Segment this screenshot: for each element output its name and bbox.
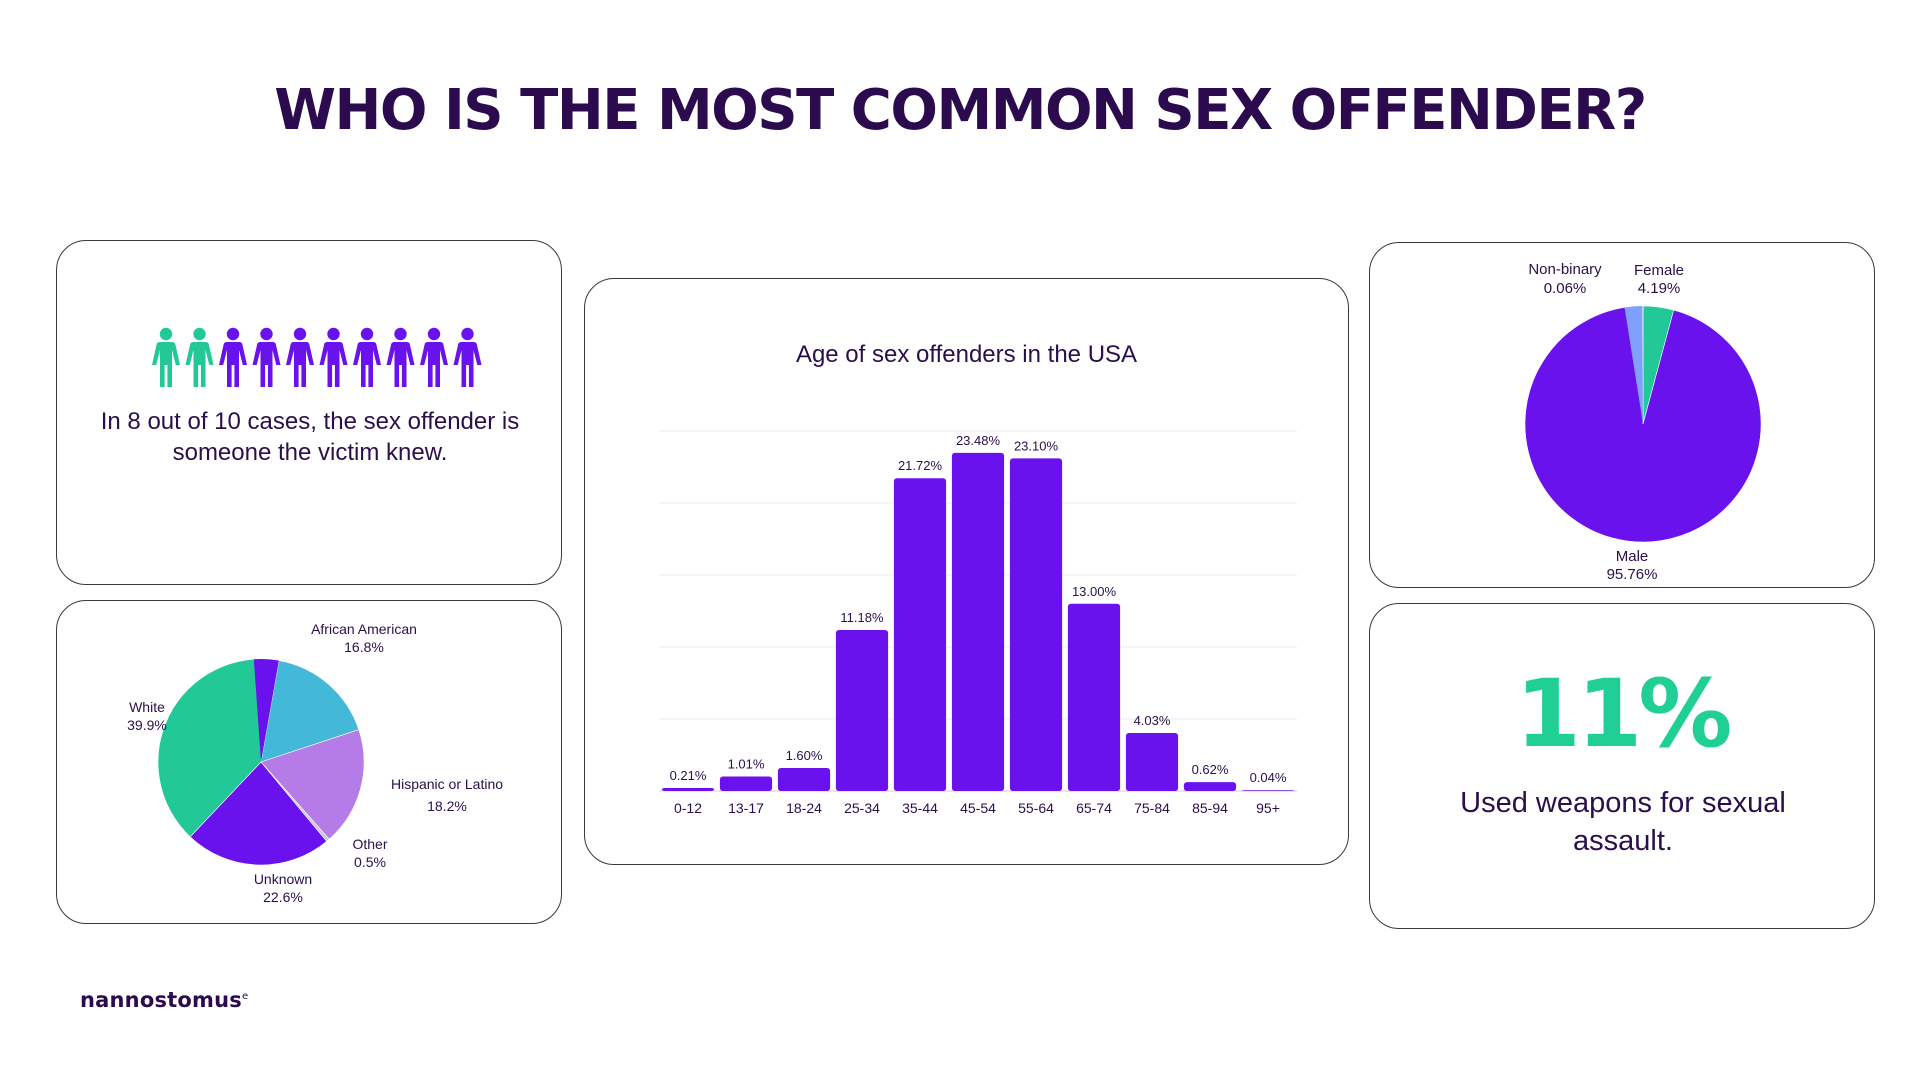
race-card: African American 16.8% Hispanic or Latino 1…: [56, 600, 562, 924]
people-icon-row: [151, 327, 491, 389]
gender-card: Female 4.19% Male 95.76% Non-binary 0.06%: [1369, 242, 1875, 588]
age-tick-label: 0-12: [674, 800, 702, 816]
age-bar-value-label: 13.00%: [1072, 584, 1117, 599]
logo-text: nannostomus: [80, 988, 242, 1012]
race-label: Hispanic or Latino: [391, 776, 503, 792]
age-bar: [777, 767, 831, 791]
person-icon: [252, 327, 281, 387]
age-bar: [1183, 782, 1237, 791]
race-label: Unknown: [254, 871, 312, 887]
age-tick-label: 25-34: [844, 800, 880, 816]
race-value-label: 39.9%: [127, 717, 167, 733]
age-bar: [719, 776, 773, 791]
race-label: White: [129, 699, 165, 715]
page-title: WHO IS THE MOST COMMON SEX OFFENDER?: [274, 78, 1647, 143]
race-pie-chart: African American 16.8% Hispanic or Latino 1…: [127, 621, 503, 905]
age-bar: [951, 452, 1005, 791]
race-label: African American: [311, 621, 417, 637]
age-card: Age of sex offenders in the USA 0.21% 0-1…: [584, 278, 1349, 865]
race-slice-unknown: [189, 761, 328, 866]
race-slice-accent: [253, 658, 279, 762]
people-pictogram: [152, 327, 482, 387]
age-bar-chart: 0.21% 0-12 1.01% 13-17 1.60% 18-24 11.18% 25-34…: [659, 430, 1297, 816]
person-icon: [152, 327, 180, 387]
person-icon: [286, 327, 314, 387]
age-tick-label: 85-94: [1192, 800, 1228, 816]
age-bar-value-label: 1.60%: [786, 748, 823, 763]
age-bar-value-label: 0.04%: [1250, 770, 1287, 785]
logo-mark: e: [241, 991, 249, 1002]
age-chart-title: Age of sex offenders in the USA: [795, 341, 1138, 368]
age-bar-value-label: 21.72%: [898, 458, 943, 473]
age-bar-value-label: 4.03%: [1134, 713, 1171, 728]
gender-label: Male: [1616, 548, 1649, 565]
age-bar: [661, 787, 715, 791]
race-slice-african-american: [260, 660, 360, 763]
weapons-text: Used weapons for sexual assault.: [1460, 787, 1786, 857]
age-tick-label: 95+: [1256, 800, 1280, 816]
gender-value-label: 95.76%: [1607, 566, 1658, 583]
age-tick-label: 65-74: [1076, 800, 1112, 816]
person-icon: [386, 327, 415, 387]
age-bar: [1241, 790, 1295, 791]
acquaintance-card: In 8 out of 10 cases, the sex offender i…: [56, 240, 562, 585]
person-icon: [353, 327, 381, 387]
gender-value-label: 0.06%: [1544, 280, 1587, 297]
acquaintance-text: In 8 out of 10 cases, the sex offender i…: [100, 408, 520, 466]
person-icon: [319, 327, 348, 387]
gender-slice-non-binary-visual: [1624, 306, 1643, 424]
age-bar-value-label: 0.62%: [1192, 762, 1229, 777]
age-bar: [893, 478, 947, 791]
age-bar-value-label: 11.18%: [840, 610, 884, 625]
age-bar: [1125, 732, 1179, 791]
age-bar-value-label: 23.10%: [1014, 438, 1059, 453]
person-icon: [185, 327, 214, 387]
race-slice-white: [157, 658, 280, 838]
age-tick-label: 13-17: [728, 800, 764, 816]
age-tick-label: 75-84: [1134, 800, 1170, 816]
person-icon: [219, 327, 247, 387]
age-bar: [1067, 603, 1121, 791]
weapons-stat: 11%: [1515, 660, 1733, 769]
race-value-label: 22.6%: [263, 889, 303, 905]
weapons-card: 11% Used weapons for sexual assault.: [1369, 603, 1875, 929]
gender-label: Non-binary: [1528, 261, 1602, 278]
age-tick-label: 18-24: [786, 800, 822, 816]
race-value-label: 18.2%: [427, 798, 467, 814]
race-label: Other: [352, 836, 387, 852]
gender-label: Female: [1634, 262, 1684, 279]
age-bar-value-label: 23.48%: [956, 433, 1001, 448]
race-value-label: 16.8%: [344, 639, 384, 655]
race-slice-hispanic-or-latino: [260, 729, 365, 840]
age-bar-value-label: 1.01%: [728, 756, 765, 771]
age-tick-label: 35-44: [902, 800, 938, 816]
age-bar: [835, 630, 889, 791]
person-icon: [420, 327, 448, 387]
person-icon: [453, 327, 482, 387]
logo: nannostomuse: [80, 988, 248, 1012]
age-bar: [1009, 458, 1063, 791]
race-value-label: 0.5%: [354, 854, 386, 870]
age-tick-label: 45-54: [960, 800, 996, 816]
age-bar-value-label: 0.21%: [670, 768, 707, 783]
age-tick-label: 55-64: [1018, 800, 1054, 816]
gender-value-label: 4.19%: [1638, 280, 1681, 297]
